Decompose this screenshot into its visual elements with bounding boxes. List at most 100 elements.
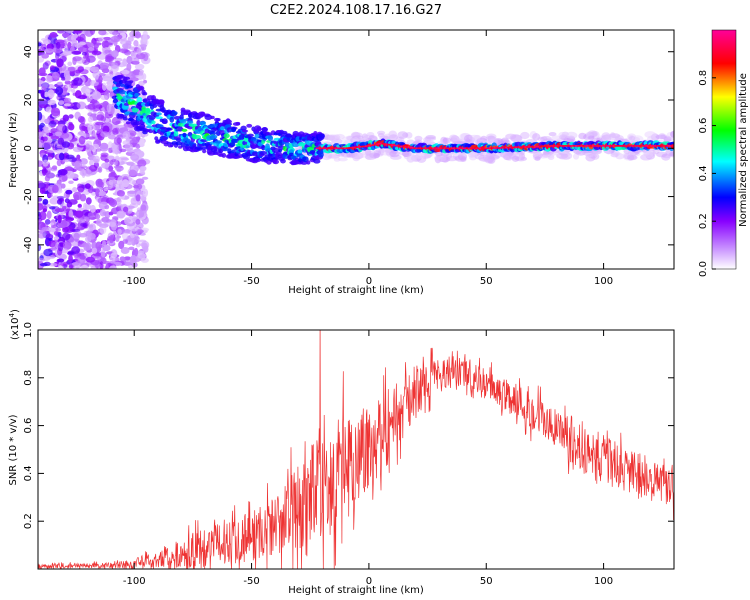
heat-cell — [138, 80, 145, 86]
heat-cell — [68, 254, 73, 263]
heat-cell — [43, 91, 49, 98]
heat-cell — [539, 136, 548, 142]
heat-cell — [132, 121, 141, 126]
chart-title: C2E2.2024.108.17.16.G27 — [270, 3, 442, 18]
heat-cell — [100, 95, 109, 100]
heat-cell — [358, 153, 367, 158]
heat-cell — [38, 244, 42, 252]
heat-cell — [134, 247, 139, 257]
heat-cell — [84, 183, 91, 189]
heat-cell — [120, 157, 130, 161]
heat-cell — [214, 140, 222, 144]
heat-cell — [532, 151, 543, 159]
heat-cell — [62, 205, 67, 210]
heat-cell — [181, 128, 188, 132]
heat-cell — [65, 216, 73, 220]
heat-cell — [71, 262, 80, 266]
heat-cell — [91, 100, 100, 109]
heat-cell — [49, 197, 59, 205]
heat-cell — [38, 182, 47, 189]
heat-cell — [155, 116, 163, 120]
heat-cell — [327, 134, 338, 142]
heat-cell — [84, 122, 94, 128]
heat-cell — [261, 127, 268, 132]
heat-cell — [71, 228, 81, 232]
heat-cell — [44, 219, 51, 225]
heat-cell — [256, 126, 262, 132]
heat-cell — [159, 99, 165, 105]
heat-cell — [50, 241, 59, 250]
heat-cell — [670, 130, 674, 138]
snr-frame — [37, 329, 675, 570]
heat-cell — [41, 53, 49, 59]
colorbar: 0.0 0.2 0.4 0.6 0.8 Normalized spectral ampl… — [698, 29, 749, 277]
heat-cell — [112, 31, 118, 36]
heat-cell — [68, 123, 75, 131]
heat-cell — [56, 159, 62, 167]
heat-cell — [136, 96, 143, 103]
heat-cell — [47, 89, 55, 99]
heat-cell — [38, 104, 48, 109]
heat-cell — [102, 42, 113, 46]
heat-cell — [111, 50, 119, 58]
heat-cell — [318, 151, 324, 158]
heat-cell — [85, 105, 92, 110]
heat-cell — [78, 135, 86, 145]
heat-cell — [179, 119, 187, 124]
heat-cell — [61, 125, 69, 134]
heat-cell — [38, 197, 43, 202]
heat-cell — [50, 136, 60, 140]
x-tick-label: -50 — [243, 276, 259, 287]
heat-cell — [123, 256, 132, 261]
heat-cell — [91, 130, 96, 139]
heat-cell — [193, 134, 202, 140]
heat-cell — [140, 257, 149, 263]
heat-cell — [578, 132, 587, 140]
heat-cell — [127, 265, 133, 269]
heat-cell — [204, 114, 213, 121]
heat-cell — [42, 142, 52, 150]
heat-cell — [115, 236, 120, 243]
heat-cell — [38, 67, 46, 76]
heat-cell — [485, 151, 496, 159]
heat-cell — [240, 125, 247, 131]
heat-cell — [297, 149, 303, 154]
heat-cell — [435, 155, 447, 163]
heat-cell — [72, 241, 79, 248]
heat-cell — [615, 135, 624, 142]
heat-cell — [313, 159, 321, 164]
colorbar-tick-label: 0.8 — [698, 70, 709, 86]
heat-cell — [139, 123, 146, 129]
heat-cell — [74, 160, 83, 170]
heat-cell — [101, 68, 110, 74]
heat-cell — [134, 92, 139, 98]
heat-cell — [382, 133, 392, 141]
heat-cell — [139, 166, 145, 175]
heat-cell — [128, 80, 134, 84]
heat-cell — [61, 32, 70, 38]
heat-cell — [71, 50, 82, 55]
heat-cell — [101, 162, 110, 169]
heat-cell — [38, 232, 46, 239]
heat-cell — [102, 211, 107, 215]
y-tick-label: 0.2 — [23, 513, 34, 529]
heat-cell — [85, 145, 95, 151]
heat-cell — [145, 107, 151, 112]
y-tick-label: 0 — [23, 145, 34, 151]
heat-cell — [352, 154, 361, 162]
heat-cell — [39, 262, 48, 267]
heat-cell — [96, 114, 105, 121]
heat-cell — [302, 156, 309, 163]
heat-cell — [631, 135, 644, 143]
heat-cell — [84, 203, 91, 210]
heat-cell — [59, 262, 69, 267]
heat-cell — [79, 46, 84, 53]
heat-cell — [111, 144, 119, 153]
heat-cell — [259, 151, 268, 155]
heat-cell — [669, 151, 674, 157]
heat-cell — [89, 204, 96, 213]
heat-cell — [79, 193, 87, 202]
heat-cell — [61, 141, 71, 148]
x-tick-label: 100 — [594, 276, 613, 287]
